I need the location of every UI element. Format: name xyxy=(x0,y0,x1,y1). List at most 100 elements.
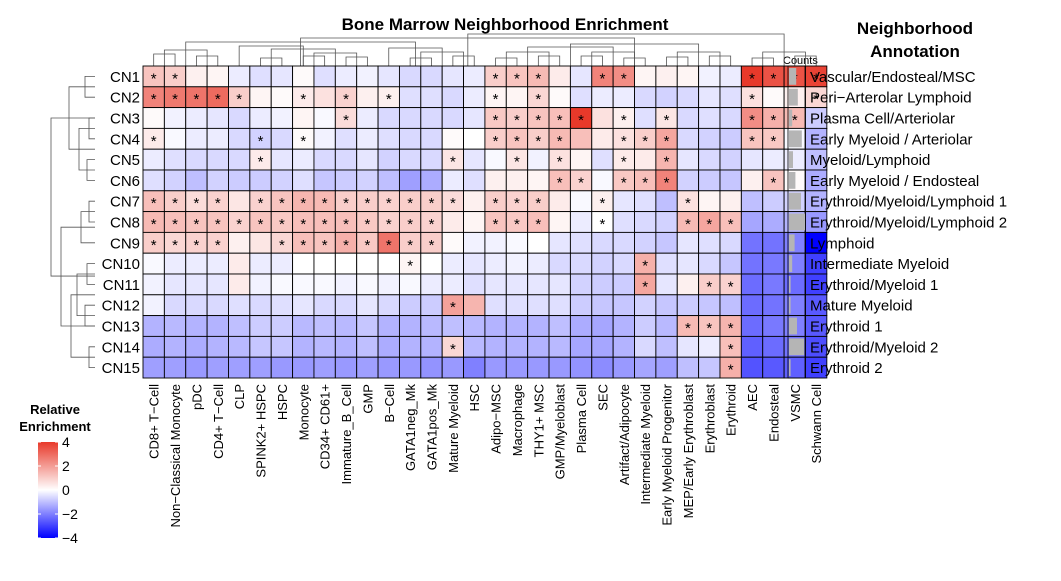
heatmap-cell xyxy=(441,252,464,275)
significance-star: * xyxy=(642,258,648,275)
heatmap-cell xyxy=(527,148,550,171)
annotation-label: Plasma Cell/Arteriolar xyxy=(810,111,955,128)
significance-star: * xyxy=(770,174,776,191)
heatmap-cell xyxy=(292,252,315,275)
significance-star: * xyxy=(514,216,520,233)
heatmap-cell xyxy=(698,335,721,358)
annotation-label: Mature Myeloid xyxy=(810,298,913,315)
heatmap-cell xyxy=(569,252,593,275)
heatmap-cell xyxy=(740,190,764,213)
significance-star: * xyxy=(386,237,392,254)
heatmap-cell xyxy=(548,211,571,233)
heatmap-cell xyxy=(634,315,657,337)
heatmap-cell xyxy=(185,273,208,296)
heatmap-cell xyxy=(505,294,529,317)
heatmap-cell xyxy=(228,107,251,129)
heatmap-cell xyxy=(420,335,443,358)
heatmap-cell xyxy=(484,315,507,337)
significance-star: * xyxy=(493,112,499,129)
heatmap-cell xyxy=(548,252,571,275)
heatmap-cell xyxy=(334,294,358,317)
significance-star: * xyxy=(685,195,691,212)
chart-title: Bone Marrow Neighborhood Enrichment xyxy=(342,15,669,34)
significance-star: * xyxy=(215,216,221,233)
heatmap-cell xyxy=(740,356,764,379)
heatmap-cell xyxy=(463,148,486,171)
heatmap-cell xyxy=(313,169,336,192)
heatmap-cell xyxy=(505,335,529,358)
significance-star: * xyxy=(557,154,563,171)
heatmap-cell xyxy=(698,169,721,192)
significance-star: * xyxy=(364,216,370,233)
heatmap-cell xyxy=(185,107,208,129)
heatmap-cell xyxy=(163,315,187,337)
significance-star: * xyxy=(493,133,499,150)
heatmap-cell xyxy=(420,315,443,337)
heatmap-cell xyxy=(441,107,464,129)
heatmap-cell xyxy=(591,315,614,337)
significance-star: * xyxy=(600,216,606,233)
heatmap-cell xyxy=(228,127,251,150)
heatmap-cell xyxy=(676,231,700,254)
heatmap-cell xyxy=(377,127,400,150)
heatmap-cell xyxy=(292,315,315,337)
heatmap-cell xyxy=(527,231,550,254)
heatmap-cell xyxy=(356,252,379,275)
heatmap-cell xyxy=(270,335,294,358)
heatmap-cell xyxy=(356,86,379,109)
heatmap-cell xyxy=(249,86,272,109)
counts-bar xyxy=(789,255,793,272)
heatmap-cell xyxy=(783,148,806,171)
heatmap-cell xyxy=(270,148,294,171)
annotation-label: Early Myeloid / Arteriolar xyxy=(810,131,973,148)
heatmap-cell xyxy=(206,356,229,379)
heatmap-cell xyxy=(377,356,400,379)
heatmap-cell xyxy=(163,335,187,358)
heatmap-cell xyxy=(249,356,272,379)
column-label: THY1+ MSC xyxy=(531,384,546,457)
significance-star: * xyxy=(621,133,627,150)
heatmap-cell xyxy=(612,231,635,254)
significance-star: * xyxy=(642,174,648,191)
counts-bar xyxy=(789,151,793,168)
heatmap-cell xyxy=(185,315,208,337)
heatmap-cell xyxy=(142,148,165,171)
significance-star: * xyxy=(151,195,157,212)
heatmap-cell xyxy=(634,86,657,109)
significance-star: * xyxy=(279,195,285,212)
heatmap-cell xyxy=(228,315,251,337)
heatmap-cell xyxy=(740,211,764,233)
heatmap-cell xyxy=(292,65,315,88)
significance-star: * xyxy=(215,195,221,212)
heatmap-cell xyxy=(206,169,229,192)
significance-star: * xyxy=(215,91,221,108)
heatmap-cell xyxy=(270,86,294,109)
heatmap-cell xyxy=(249,273,272,296)
heatmap-cell xyxy=(398,169,422,192)
heatmap-cell xyxy=(634,190,657,213)
row-label: CN1 xyxy=(110,69,140,86)
heatmap-cell xyxy=(591,294,614,317)
counts-bar xyxy=(789,317,797,335)
heatmap-cell xyxy=(655,252,678,275)
heatmap-cell xyxy=(698,294,721,317)
heatmap-cell xyxy=(313,273,336,296)
legend-title-line2: Enrichment xyxy=(19,419,91,434)
heatmap-cell xyxy=(569,356,593,379)
heatmap-cell xyxy=(740,148,764,171)
column-label: Intermediate Myeloid xyxy=(638,384,653,505)
significance-star: * xyxy=(364,237,370,254)
heatmap-cell xyxy=(676,169,700,192)
annotation-label: Erythroid 1 xyxy=(810,319,883,336)
heatmap-cell xyxy=(185,148,208,171)
heatmap-cell xyxy=(719,65,742,88)
heatmap-cell xyxy=(356,273,379,296)
significance-star: * xyxy=(343,91,349,108)
counts-bar xyxy=(789,88,798,106)
heatmap-cell xyxy=(441,273,464,296)
heatmap-cell xyxy=(249,335,272,358)
heatmap-cell xyxy=(377,169,400,192)
significance-star: * xyxy=(386,195,392,212)
significance-star: * xyxy=(194,195,200,212)
heatmap-cell xyxy=(334,148,358,171)
